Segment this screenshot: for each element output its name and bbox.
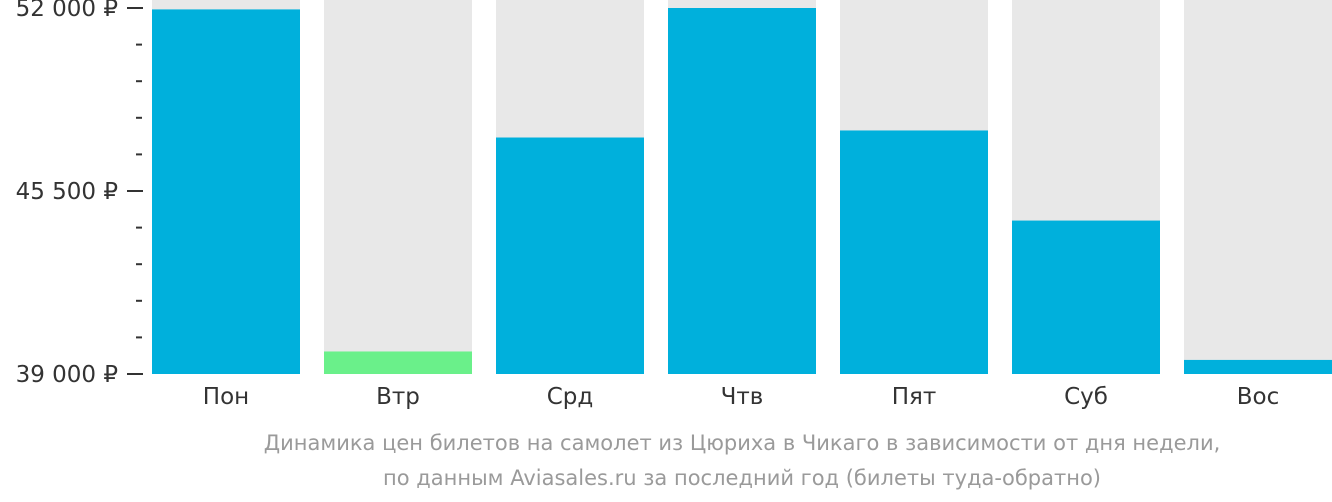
- bar-1: [152, 9, 300, 375]
- x-tick-label-2: Втр: [376, 384, 420, 410]
- bar-6: [1012, 220, 1160, 374]
- bar-background-7: [1184, 0, 1332, 374]
- x-tick-label-1: Пон: [203, 384, 249, 410]
- chart-caption-line-2: по данным Aviasales.ru за последний год …: [383, 466, 1101, 490]
- bar-background-2: [324, 0, 472, 374]
- bar-7: [1184, 359, 1332, 374]
- y-tick-label-2: 45 500 ₽: [16, 179, 118, 205]
- y-tick-label-3: 39 000 ₽: [16, 362, 118, 388]
- bar-5: [840, 130, 988, 374]
- y-tick-label-1: 52 000 ₽: [16, 0, 118, 22]
- x-tick-label-5: Пят: [892, 384, 937, 410]
- x-tick-label-3: Срд: [547, 384, 594, 410]
- price-by-weekday-chart: Пон Втр Срд Чтв Пят Суб Вос 52 000 ₽ 45 500 ₽ 39 …: [16, 0, 1332, 410]
- x-tick-label-4: Чтв: [721, 384, 764, 410]
- x-tick-label-6: Суб: [1064, 384, 1108, 410]
- bar-4: [668, 8, 816, 374]
- chart-caption-line-1: Динамика цен билетов на самолет из Цюрих…: [263, 431, 1221, 455]
- x-tick-label-7: Вос: [1237, 384, 1280, 410]
- bar-2: [324, 351, 472, 374]
- bar-3: [496, 137, 644, 374]
